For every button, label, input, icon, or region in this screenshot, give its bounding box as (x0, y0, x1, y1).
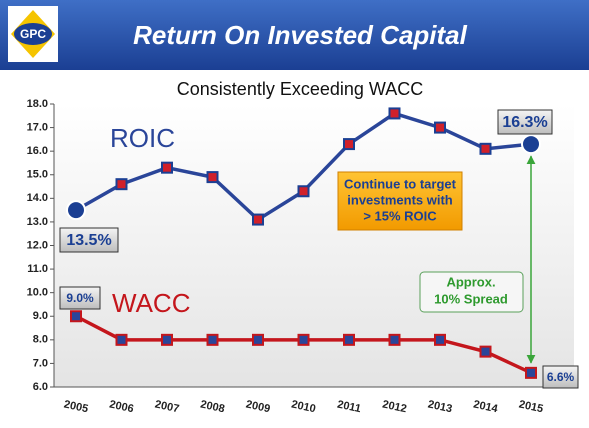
marker (434, 333, 446, 346)
marker (70, 310, 82, 323)
y-tick-label: 6.0 (33, 381, 48, 393)
marker (343, 333, 355, 346)
marker (161, 161, 173, 174)
x-tick-label: 2010 (290, 398, 316, 415)
marker (252, 333, 264, 346)
y-tick-label: 7.0 (33, 357, 48, 369)
target-box (337, 171, 463, 231)
title: Return On Invested Capital (133, 20, 467, 50)
marker (521, 134, 541, 155)
marker (388, 333, 401, 346)
x-tick-label: 2007 (154, 398, 180, 415)
marker (434, 121, 446, 134)
y-tick-label: 16.0 (27, 145, 48, 157)
series-label: ROIC (110, 123, 175, 153)
marker (206, 333, 219, 346)
y-tick-label: 9.0 (33, 310, 48, 322)
x-tick-label: 2008 (199, 398, 225, 415)
value-label-box (542, 365, 579, 389)
y-tick-label: 10.0 (27, 287, 48, 299)
y-tick-label: 17.0 (27, 121, 48, 133)
x-tick-label: 2012 (381, 398, 407, 415)
target-text: investments with (347, 192, 453, 207)
y-tick-label: 15.0 (27, 169, 48, 181)
marker (115, 333, 128, 346)
value-label-box (59, 286, 101, 310)
x-tick-label: 2011 (336, 399, 362, 416)
marker (161, 333, 173, 346)
x-tick-label: 2014 (472, 398, 499, 415)
chart-title: Consistently Exceeding WACC (177, 79, 423, 99)
value-label: 9.0% (66, 291, 94, 305)
x-tick-label: 2013 (427, 398, 453, 415)
marker (388, 107, 401, 120)
marker (206, 171, 219, 184)
y-tick-label: 12.0 (27, 239, 48, 251)
series-label: WACC (112, 288, 190, 318)
y-tick-label: 14.0 (27, 192, 48, 204)
value-label-box (59, 227, 119, 253)
marker (525, 366, 537, 379)
x-tick-label: 2005 (63, 398, 89, 415)
value-label-box (497, 109, 553, 135)
logo-text: GPC (20, 27, 46, 41)
header-bar (0, 0, 589, 70)
y-tick-label: 18.0 (27, 98, 48, 110)
marker (479, 142, 492, 155)
marker (66, 200, 86, 221)
logo-oval (14, 23, 52, 45)
y-tick-label: 8.0 (33, 334, 48, 346)
y-tick-label: 13.0 (27, 216, 48, 228)
spread-box (419, 271, 524, 313)
x-tick-label: 2009 (245, 398, 271, 415)
spread-text: 10% Spread (434, 291, 508, 306)
marker (115, 178, 128, 191)
value-label: 16.3% (502, 114, 547, 131)
target-text: > 15% ROIC (363, 208, 437, 223)
marker (252, 213, 264, 226)
marker (297, 185, 310, 198)
x-tick-label: 2015 (518, 398, 544, 415)
y-tick-label: 11.0 (27, 263, 48, 275)
marker (343, 138, 355, 151)
marker (479, 345, 492, 358)
spread-text: Approx. (446, 274, 495, 289)
value-label: 13.5% (66, 232, 111, 249)
target-text: Continue to target (344, 176, 457, 191)
x-tick-label: 2006 (108, 398, 134, 415)
value-label: 6.6% (547, 370, 575, 384)
marker (297, 333, 310, 346)
